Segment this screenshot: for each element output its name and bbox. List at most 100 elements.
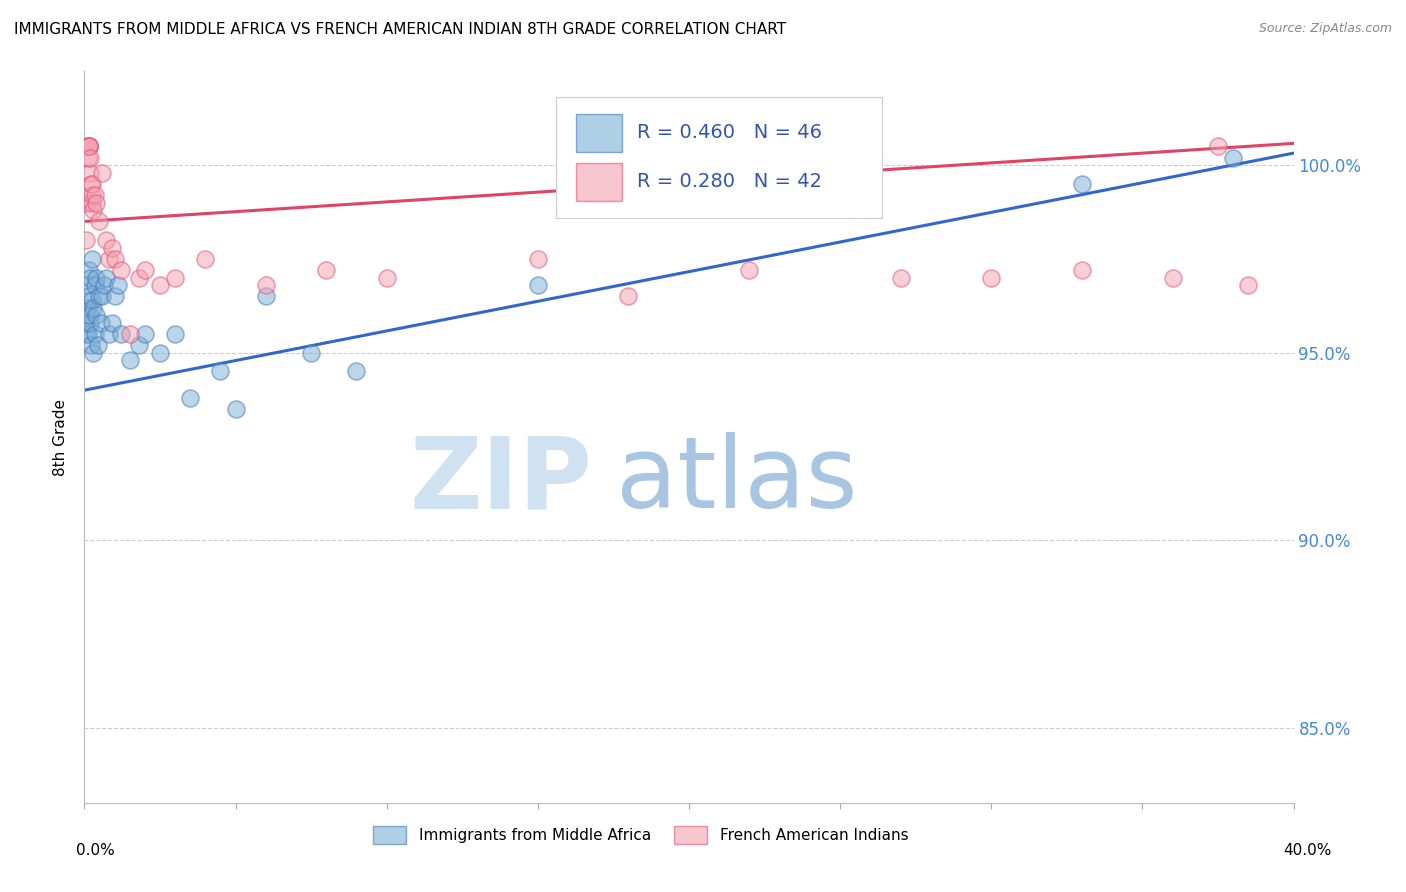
- Point: [179, 391, 201, 405]
- Bar: [576, 162, 623, 201]
- Point: [134, 263, 156, 277]
- Point: [94, 270, 117, 285]
- Point: [75, 316, 97, 330]
- Point: [76, 195, 98, 210]
- Point: [91, 166, 114, 180]
- Point: [77, 139, 100, 153]
- Point: [134, 326, 156, 341]
- Bar: [576, 114, 623, 152]
- Point: [149, 278, 172, 293]
- Point: [118, 326, 141, 341]
- Point: [86, 270, 108, 285]
- Point: [107, 278, 129, 293]
- Point: [79, 151, 101, 165]
- Point: [1071, 263, 1094, 277]
- Point: [76, 301, 98, 315]
- Point: [80, 338, 103, 352]
- Point: [90, 316, 112, 330]
- Point: [617, 289, 640, 303]
- Point: [77, 326, 100, 341]
- Point: [87, 338, 110, 352]
- Point: [1206, 139, 1229, 153]
- Text: atlas: atlas: [616, 433, 858, 530]
- Point: [94, 233, 117, 247]
- Point: [100, 241, 122, 255]
- Point: [97, 326, 120, 341]
- Point: [93, 278, 115, 293]
- Point: [738, 263, 761, 277]
- Point: [77, 139, 100, 153]
- Point: [84, 326, 107, 341]
- Point: [1161, 270, 1184, 285]
- Point: [82, 345, 104, 359]
- Point: [97, 252, 120, 266]
- Point: [375, 270, 398, 285]
- Point: [104, 252, 127, 266]
- Point: [77, 263, 100, 277]
- Text: R = 0.460   N = 46: R = 0.460 N = 46: [637, 123, 823, 143]
- Point: [1071, 177, 1094, 191]
- Point: [1237, 278, 1260, 293]
- Point: [100, 316, 122, 330]
- Text: 40.0%: 40.0%: [1284, 843, 1331, 858]
- Text: ZIP: ZIP: [409, 433, 592, 530]
- Point: [79, 166, 101, 180]
- Point: [118, 353, 141, 368]
- Point: [79, 308, 101, 322]
- Text: IMMIGRANTS FROM MIDDLE AFRICA VS FRENCH AMERICAN INDIAN 8TH GRADE CORRELATION CH: IMMIGRANTS FROM MIDDLE AFRICA VS FRENCH …: [14, 22, 786, 37]
- Point: [980, 270, 1002, 285]
- Point: [89, 289, 111, 303]
- Point: [79, 316, 101, 330]
- FancyBboxPatch shape: [555, 97, 883, 218]
- Point: [890, 270, 912, 285]
- Point: [76, 308, 98, 322]
- Point: [254, 289, 277, 303]
- Point: [75, 233, 97, 247]
- Point: [110, 326, 132, 341]
- Point: [91, 289, 114, 303]
- Point: [76, 278, 98, 293]
- Point: [80, 252, 103, 266]
- Point: [82, 301, 104, 315]
- Point: [194, 252, 217, 266]
- Point: [77, 289, 100, 303]
- Point: [75, 326, 97, 341]
- Point: [86, 308, 108, 322]
- Point: [110, 263, 132, 277]
- Point: [209, 364, 232, 378]
- Point: [678, 188, 700, 202]
- Point: [77, 151, 100, 165]
- Point: [80, 293, 103, 308]
- Text: R = 0.280   N = 42: R = 0.280 N = 42: [637, 172, 823, 191]
- Point: [84, 278, 107, 293]
- Point: [299, 345, 322, 359]
- Point: [86, 195, 108, 210]
- Point: [104, 289, 127, 303]
- Point: [80, 177, 103, 191]
- Point: [80, 195, 103, 210]
- Point: [225, 401, 247, 416]
- Point: [254, 278, 277, 293]
- Y-axis label: 8th Grade: 8th Grade: [53, 399, 69, 475]
- Point: [1222, 151, 1244, 165]
- Point: [149, 345, 172, 359]
- Point: [315, 263, 337, 277]
- Point: [84, 188, 107, 202]
- Point: [89, 214, 111, 228]
- Point: [77, 139, 100, 153]
- Point: [80, 188, 103, 202]
- Point: [527, 252, 550, 266]
- Point: [79, 270, 101, 285]
- Point: [77, 139, 100, 153]
- Legend: Immigrants from Middle Africa, French American Indians: Immigrants from Middle Africa, French Am…: [367, 820, 914, 850]
- Point: [76, 139, 98, 153]
- Text: 0.0%: 0.0%: [76, 843, 115, 858]
- Point: [165, 270, 187, 285]
- Point: [346, 364, 368, 378]
- Point: [165, 326, 187, 341]
- Point: [128, 270, 150, 285]
- Point: [80, 177, 103, 191]
- Point: [128, 338, 150, 352]
- Point: [82, 203, 104, 218]
- Point: [527, 278, 550, 293]
